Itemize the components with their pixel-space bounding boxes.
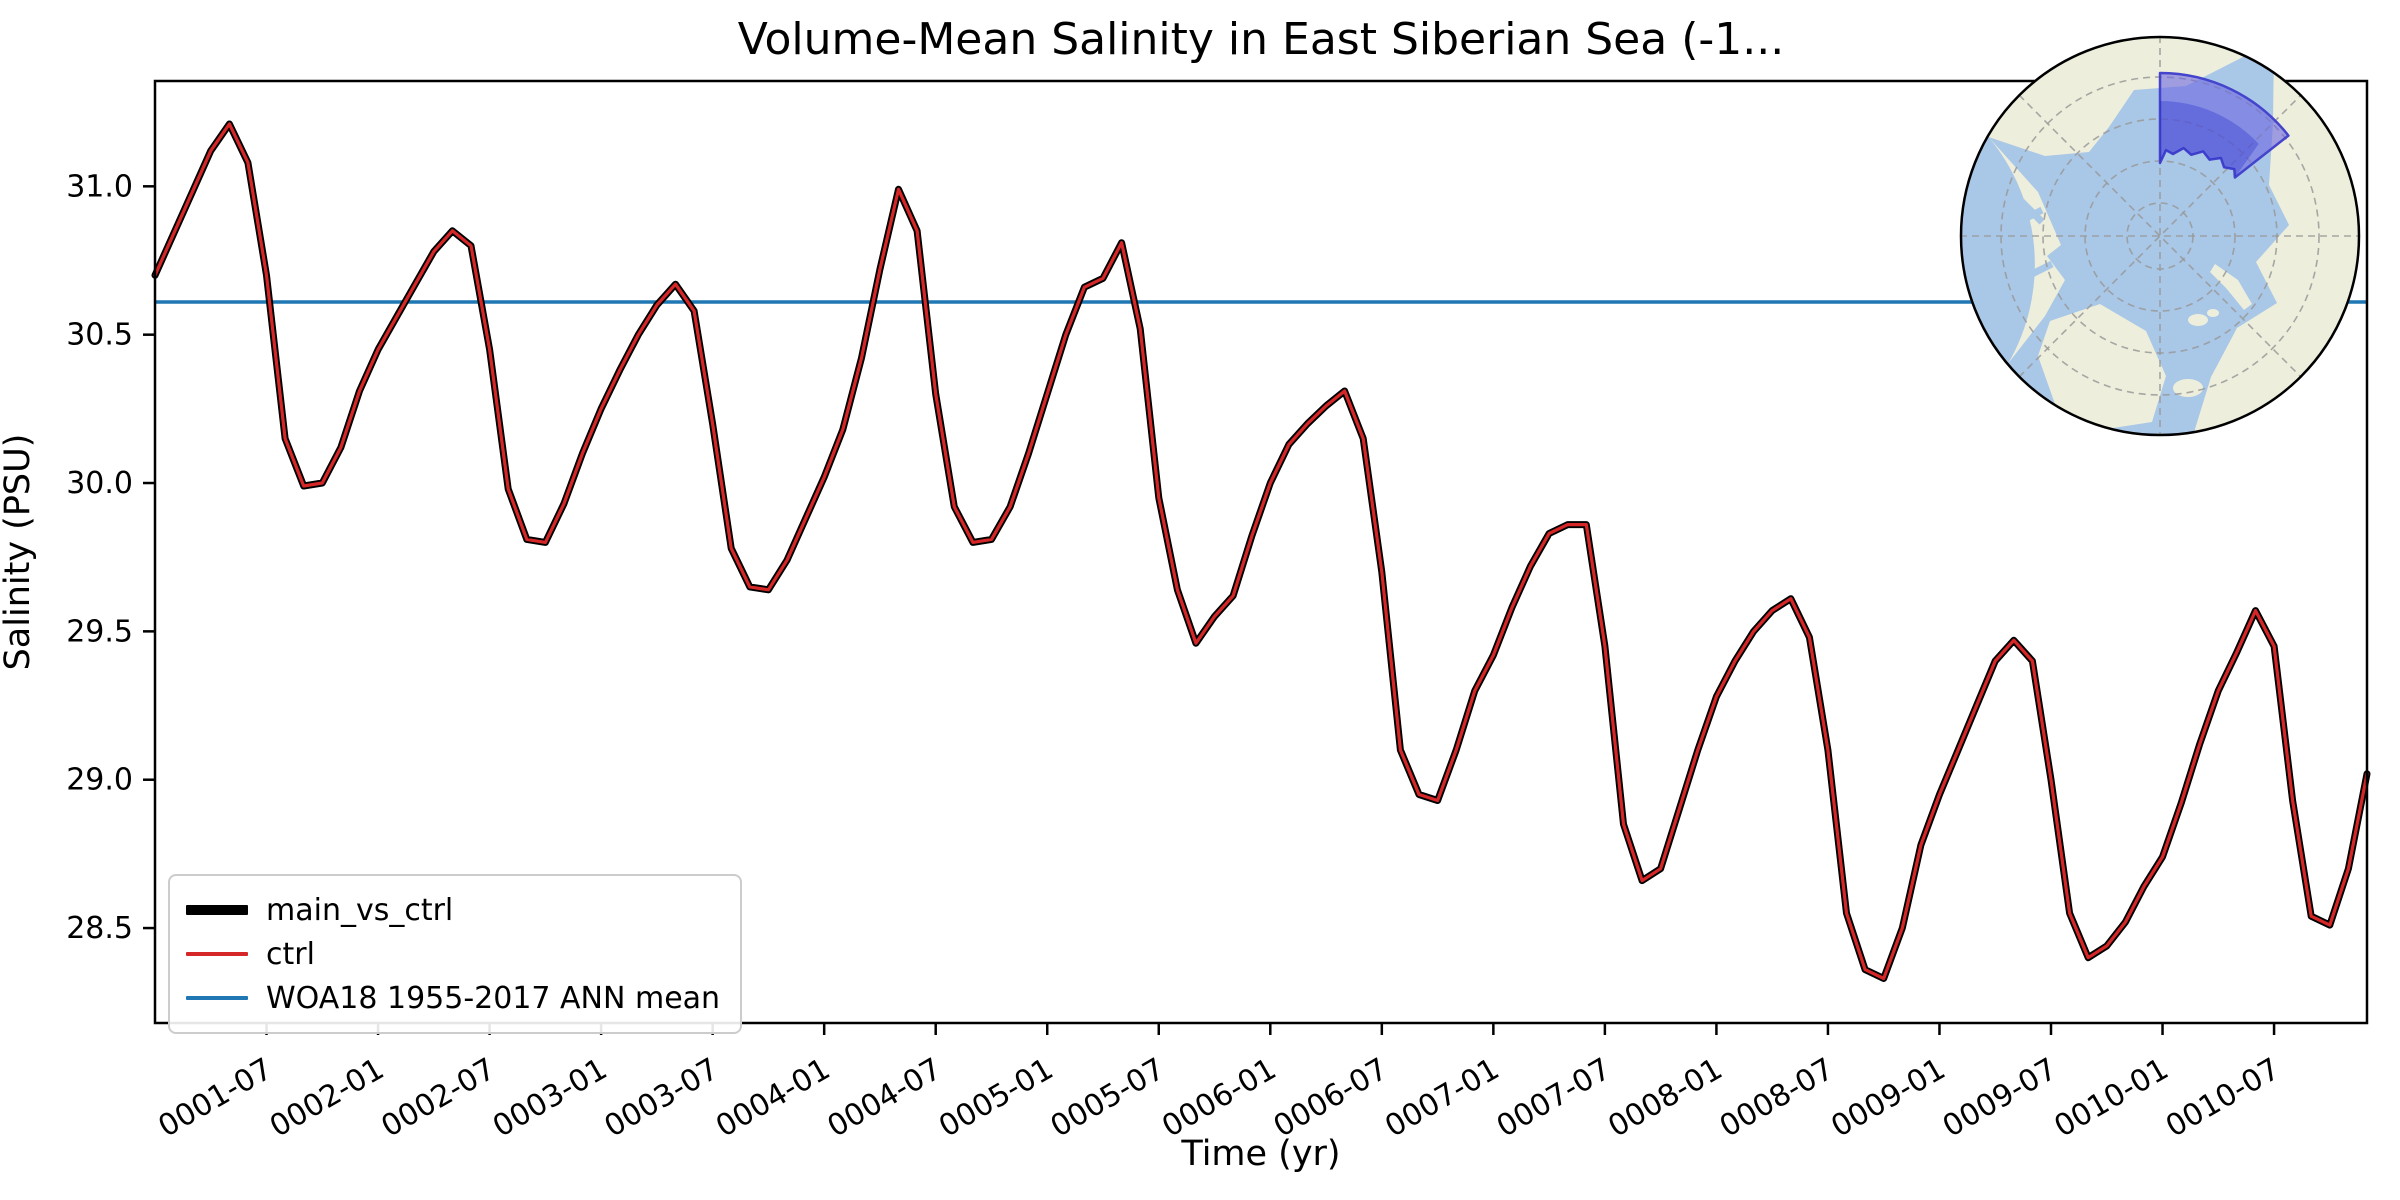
series-ctrl: [153, 122, 2369, 981]
x-tick-label: 0002-07: [376, 1052, 502, 1145]
x-tick-label: 0005-01: [933, 1052, 1059, 1145]
region-wedge-core: [2160, 101, 2259, 178]
x-tick-label: 0003-01: [487, 1052, 613, 1145]
axes-frame: [153, 79, 2369, 1025]
x-tick-label: 0007-07: [1491, 1052, 1617, 1145]
x-axis-label: Time (yr): [1181, 1134, 1341, 1174]
x-tick-label: 0006-07: [1268, 1052, 1394, 1145]
legend-label: ctrl: [266, 936, 315, 972]
east-siberian-sea-region: [2158, 71, 2290, 179]
region-wedge: [2158, 71, 2290, 179]
y-tick-label: 31.0: [66, 169, 133, 204]
y-tick-label: 30.0: [66, 466, 133, 501]
land-iceland: [2173, 379, 2203, 397]
x-tick-label: 0003-07: [599, 1052, 725, 1145]
x-tick-label: 0008-07: [1714, 1052, 1840, 1145]
land-alaska-chukotka: [1988, 38, 2244, 156]
x-tick-label: 0009-01: [1825, 1052, 1951, 1145]
chart-title: Volume-Mean Salinity in East Siberian Se…: [737, 14, 1785, 65]
land-svalbard: [2188, 314, 2208, 326]
land-svalbard: [2207, 309, 2219, 317]
land-greenland: [2038, 304, 2166, 430]
legend-line-woa18: [186, 996, 248, 1000]
land-scandinavia: [2215, 344, 2282, 416]
y-tick-label: 29.5: [66, 614, 133, 649]
y-tick-label: 30.5: [66, 318, 133, 353]
x-tick-label: 0008-01: [1602, 1052, 1728, 1145]
x-tick-label: 0004-07: [822, 1052, 948, 1145]
land-canadian-arctic: [1988, 137, 2065, 364]
legend-box: main_vs_ctrl ctrl WOA18 1955-2017 ANN me…: [168, 874, 743, 1034]
legend-label: WOA18 1955-2017 ANN mean: [266, 980, 721, 1016]
legend-item-main-vs-ctrl: main_vs_ctrl: [186, 888, 720, 932]
x-tick-label: 0009-07: [1937, 1052, 2063, 1145]
legend-line-main-vs-ctrl: [186, 905, 248, 915]
archipelago-channel: [1970, 206, 2044, 250]
x-tick-label: 0004-01: [710, 1052, 836, 1145]
x-tick-label: 0001-07: [152, 1052, 278, 1145]
x-tick-label: 0007-01: [1379, 1052, 1505, 1145]
legend-label: main_vs_ctrl: [266, 892, 454, 928]
archipelago-channel: [1982, 260, 2054, 302]
y-axis-label: Salinity (PSU): [0, 433, 38, 671]
y-tick-label: 29.0: [66, 763, 133, 798]
x-tick-label: 0010-01: [2048, 1052, 2174, 1145]
polar-inset-map: [1959, 35, 2361, 437]
globe-outline: [1959, 35, 2361, 437]
x-tick-label: 0006-01: [1156, 1052, 1282, 1145]
x-tick-label: 0010-07: [2160, 1052, 2286, 1145]
x-tick-label: 0002-01: [264, 1052, 390, 1145]
y-tick-label: 28.5: [66, 911, 133, 946]
legend-item-woa18: WOA18 1955-2017 ANN mean: [186, 976, 720, 1020]
legend-line-ctrl: [186, 952, 248, 956]
x-tick-label: 0005-07: [1045, 1052, 1171, 1145]
legend-item-ctrl: ctrl: [186, 932, 720, 976]
land-novaya-zemlya: [2210, 264, 2252, 310]
archipelago-channel: [1995, 175, 2045, 225]
